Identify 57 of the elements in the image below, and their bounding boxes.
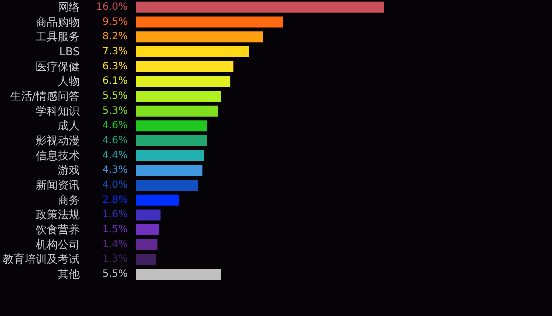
y-tick-label: 游戏 — [58, 164, 80, 178]
data-label: 9.5% — [102, 16, 128, 28]
y-tick-label: 医疗保健 — [36, 60, 80, 74]
y-tick-label: 政策法规 — [36, 208, 80, 222]
data-label: 5.5% — [102, 90, 128, 102]
data-label: 1.3% — [102, 254, 128, 266]
data-label: 8.2% — [102, 32, 128, 43]
y-tick-label: 学科知识 — [36, 104, 80, 118]
bar — [136, 106, 218, 117]
bar — [136, 165, 203, 176]
data-label: 1.6% — [102, 210, 128, 221]
bar — [136, 254, 156, 266]
y-tick-label: 其他 — [58, 268, 80, 282]
data-label: 5.5% — [102, 269, 128, 280]
y-tick-label: 成人 — [58, 120, 80, 133]
bar — [136, 210, 161, 221]
data-label: 4.0% — [102, 180, 128, 192]
bar — [136, 150, 204, 162]
data-label: 4.6% — [102, 120, 128, 132]
y-tick-label: 饮食营养 — [35, 224, 80, 237]
data-label: 6.1% — [102, 76, 128, 88]
data-label: 4.4% — [102, 150, 128, 162]
y-tick-label: 工具服务 — [36, 30, 80, 44]
y-tick-label: 商品购物 — [36, 16, 80, 29]
bar — [136, 46, 250, 58]
bar — [136, 136, 208, 146]
y-tick-label: 网络 — [58, 0, 80, 14]
bar — [136, 239, 158, 250]
y-tick-label: 生活/情感问答 — [10, 90, 80, 103]
y-tick-label: 信息技术 — [36, 149, 80, 162]
bar — [136, 194, 180, 206]
y-tick-label: 新闻资讯 — [36, 179, 80, 192]
data-label: 2.8% — [102, 194, 128, 206]
data-label: 1.5% — [102, 224, 128, 236]
bar — [136, 32, 264, 43]
y-tick-label: 机构公司 — [36, 238, 80, 252]
data-label: 4.3% — [102, 165, 128, 176]
bar — [136, 224, 160, 236]
bar — [136, 269, 222, 280]
bar — [136, 2, 384, 13]
bar — [136, 16, 284, 28]
bar — [136, 180, 198, 192]
y-tick-label: LBS — [60, 45, 80, 58]
data-label: 6.3% — [102, 61, 128, 72]
y-tick-label: 人物 — [58, 75, 80, 88]
data-label: 5.3% — [102, 106, 128, 117]
data-label: 16.0% — [96, 2, 128, 13]
y-tick-label: 教育培训及考试 — [3, 253, 80, 266]
bar — [136, 120, 208, 132]
data-label: 7.3% — [102, 46, 128, 58]
data-label: 1.4% — [102, 239, 128, 250]
y-tick-label: 影视动漫 — [36, 134, 80, 148]
y-tick-label: 商务 — [58, 194, 80, 207]
data-label: 4.6% — [102, 136, 128, 146]
bar — [136, 76, 231, 88]
bar — [136, 90, 222, 102]
bar — [136, 61, 234, 72]
